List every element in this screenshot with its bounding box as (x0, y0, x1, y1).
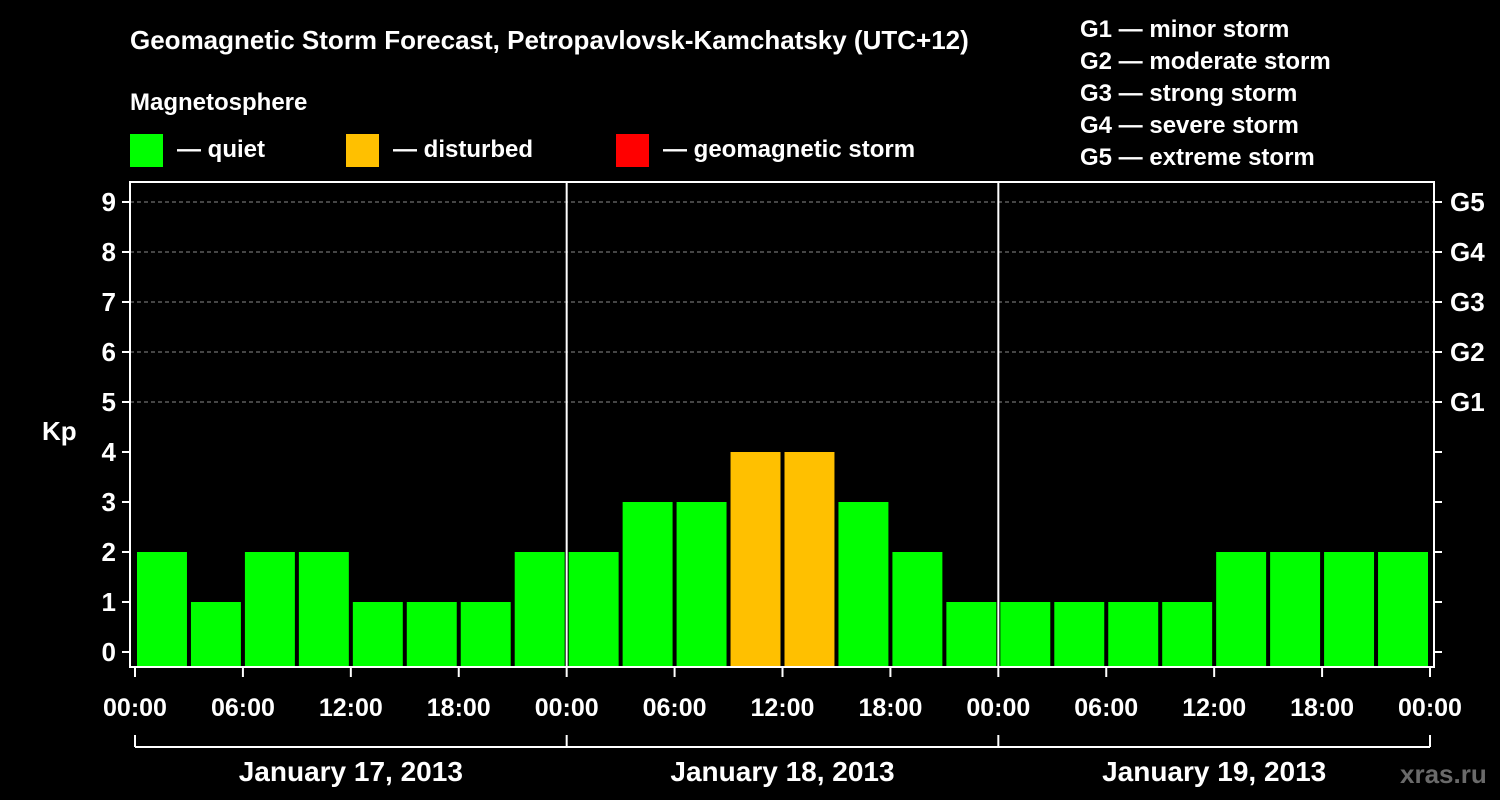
xtick-label-9: 06:00 (1074, 694, 1138, 722)
bar-1 (190, 602, 241, 667)
bar-18 (1108, 602, 1159, 667)
ytick-label-9: 9 (102, 187, 116, 217)
ytick-label-6: 6 (102, 337, 116, 367)
storm-scale-item-3: G4 — severe storm (1080, 112, 1299, 139)
axes: 0 1 2 3 4 5 6 7 8 9 G1 G2 G3 G4 G5 (102, 181, 1485, 677)
storm-scale-item-4: G5 — extreme storm (1080, 144, 1315, 171)
legend-swatch-0 (130, 134, 163, 167)
legend-swatch-1 (346, 134, 379, 167)
legend-label-1: — disturbed (393, 136, 533, 163)
ytick-label-0: 0 (102, 637, 116, 667)
ytick-label-3: 3 (102, 487, 116, 517)
xtick-label-2: 12:00 (319, 694, 383, 722)
legend-label-2: — geomagnetic storm (663, 136, 915, 163)
ytick-label-7: 7 (102, 287, 116, 317)
bar-2 (244, 552, 295, 667)
xtick-label-7: 18:00 (858, 694, 922, 722)
xtick-label-6: 12:00 (751, 694, 815, 722)
xtick-label-1: 06:00 (211, 694, 275, 722)
bar-15 (946, 602, 997, 667)
ytick-label-4: 4 (102, 437, 117, 467)
day-label-2: January 19, 2013 (1102, 756, 1326, 787)
right-tick-label-G5: G5 (1450, 187, 1485, 217)
bar-5 (406, 602, 457, 667)
x-tick-labels: 00:00 06:00 12:00 18:00 00:00 06:00 12:00 18:00… (103, 694, 1462, 722)
y-axis-label: Kp (42, 416, 77, 446)
right-tick-label-G1: G1 (1450, 387, 1485, 417)
legend-title: Magnetosphere (130, 89, 307, 116)
bar-10 (676, 502, 727, 667)
day-labels: January 17, 2013 January 18, 2013 January … (134, 735, 1431, 787)
xtick-label-0: 00:00 (103, 694, 167, 722)
bar-16 (1000, 602, 1051, 667)
bars (137, 452, 1428, 667)
bar-0 (137, 552, 187, 667)
bar-20 (1216, 552, 1267, 667)
bar-8 (568, 552, 619, 667)
storm-scale-item-0: G1 — minor storm (1080, 16, 1289, 43)
right-tick-label-G3: G3 (1450, 287, 1485, 317)
bar-9 (622, 502, 673, 667)
xtick-label-12: 00:00 (1398, 694, 1462, 722)
ytick-label-5: 5 (102, 387, 116, 417)
xtick-label-11: 18:00 (1290, 694, 1354, 722)
bar-22 (1324, 552, 1375, 667)
day-label-1: January 18, 2013 (670, 756, 894, 787)
bar-23 (1378, 552, 1428, 667)
bar-12 (784, 452, 835, 667)
bar-21 (1270, 552, 1321, 667)
bar-4 (352, 602, 403, 667)
ytick-label-1: 1 (102, 587, 116, 617)
bar-14 (892, 552, 943, 667)
bar-3 (298, 552, 349, 667)
xtick-label-10: 12:00 (1182, 694, 1246, 722)
legend: — quiet — disturbed — geomagnetic storm (130, 134, 915, 167)
bar-6 (460, 602, 511, 667)
xtick-label-5: 06:00 (643, 694, 707, 722)
chart-title: Geomagnetic Storm Forecast, Petropavlovs… (130, 25, 969, 55)
right-tick-label-G2: G2 (1450, 337, 1485, 367)
bar-7 (514, 552, 565, 667)
bar-19 (1162, 602, 1213, 667)
storm-scale-item-1: G2 — moderate storm (1080, 48, 1331, 75)
bar-17 (1054, 602, 1105, 667)
xtick-label-8: 00:00 (966, 694, 1030, 722)
grid (130, 201, 1434, 403)
watermark: xras.ru (1400, 759, 1487, 789)
xtick-label-4: 00:00 (535, 694, 599, 722)
ytick-label-2: 2 (102, 537, 116, 567)
day-label-0: January 17, 2013 (239, 756, 463, 787)
xtick-label-3: 18:00 (427, 694, 491, 722)
bar-11 (730, 452, 781, 667)
storm-scale-item-2: G3 — strong storm (1080, 80, 1297, 107)
right-tick-label-G4: G4 (1450, 237, 1485, 267)
legend-label-0: — quiet (177, 136, 265, 163)
legend-swatch-2 (616, 134, 649, 167)
bar-13 (838, 502, 889, 667)
storm-scale-list: G1 — minor storm G2 — moderate storm G3 — … (1080, 16, 1331, 171)
ytick-label-8: 8 (102, 237, 116, 267)
